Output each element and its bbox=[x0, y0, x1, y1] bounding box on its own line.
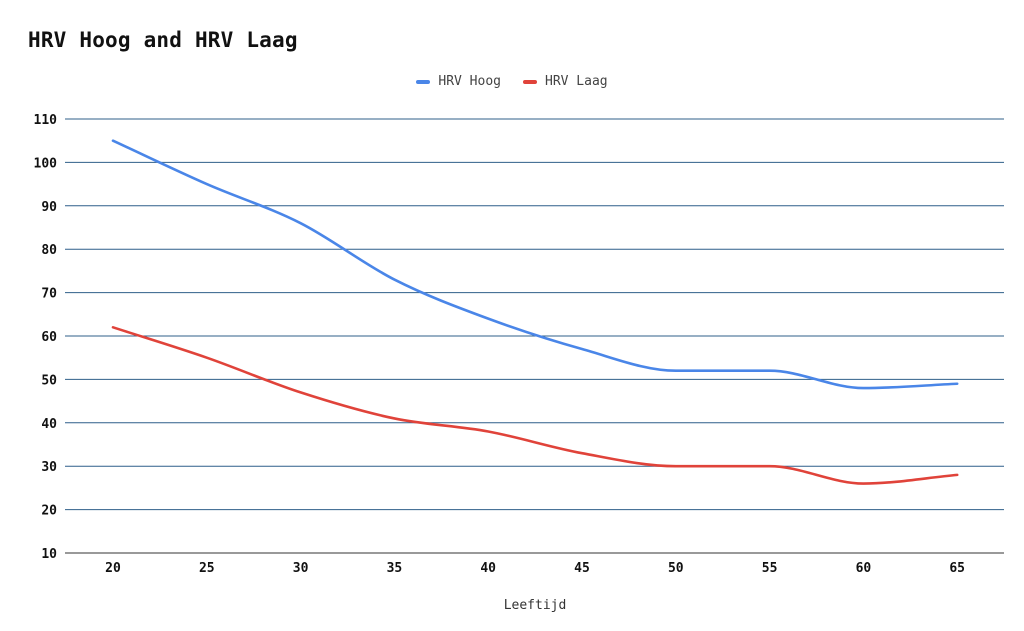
x-tick-label: 35 bbox=[387, 561, 403, 576]
legend-label-hrv-hoog: HRV Hoog bbox=[438, 74, 501, 89]
legend-label-hrv-laag: HRV Laag bbox=[545, 74, 608, 89]
x-tick-label: 55 bbox=[762, 561, 778, 576]
x-tick-label: 60 bbox=[856, 561, 872, 576]
x-tick-label: 20 bbox=[105, 561, 121, 576]
y-tick-label: 90 bbox=[41, 200, 57, 215]
legend-item-hrv-laag: HRV Laag bbox=[523, 74, 608, 89]
series-lines bbox=[111, 139, 959, 485]
legend-item-hrv-hoog: HRV Hoog bbox=[416, 74, 501, 89]
y-tick-label: 60 bbox=[41, 330, 57, 345]
y-tick-label: 70 bbox=[41, 287, 57, 302]
series-line-hrv-laag bbox=[111, 326, 959, 485]
y-tick-label: 40 bbox=[41, 417, 57, 432]
legend: HRV Hoog HRV Laag bbox=[0, 74, 1024, 89]
y-tick-label: 10 bbox=[41, 547, 57, 562]
series-line-hrv-hoog bbox=[111, 139, 959, 390]
x-tick-label: 45 bbox=[574, 561, 590, 576]
x-axis-ticks: 20 25 30 35 40 45 50 55 60 65 bbox=[105, 561, 965, 576]
legend-swatch-hrv-laag bbox=[523, 79, 537, 84]
x-tick-label: 50 bbox=[668, 561, 684, 576]
x-tick-label: 40 bbox=[480, 561, 496, 576]
chart-title: HRV Hoog and HRV Laag bbox=[28, 28, 298, 52]
y-tick-label: 30 bbox=[41, 460, 57, 475]
x-axis-label: Leeftijd bbox=[504, 598, 567, 613]
y-tick-label: 80 bbox=[41, 243, 57, 258]
y-tick-label: 20 bbox=[41, 504, 57, 519]
y-tick-label: 110 bbox=[34, 113, 58, 128]
x-tick-label: 65 bbox=[949, 561, 965, 576]
legend-swatch-hrv-hoog bbox=[416, 79, 431, 84]
x-tick-label: 30 bbox=[293, 561, 309, 576]
y-tick-label: 50 bbox=[41, 373, 57, 388]
y-axis-ticks: 10 20 30 40 50 60 70 80 90 100 110 bbox=[34, 113, 58, 562]
y-tick-label: 100 bbox=[34, 156, 58, 171]
x-tick-label: 25 bbox=[199, 561, 215, 576]
